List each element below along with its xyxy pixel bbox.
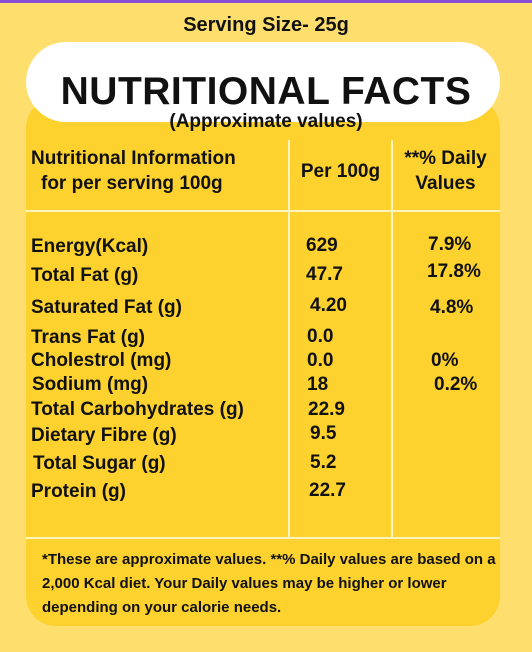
nutrient-dv: 17.8%	[427, 261, 481, 282]
top-accent-strip	[0, 0, 532, 3]
subtitle: (Approximate values)	[169, 111, 363, 132]
header-daily-values: **% Daily Values	[393, 146, 498, 196]
nutrient-name: Saturated Fat (g)	[31, 297, 182, 318]
nutrient-per100: 18	[307, 374, 329, 395]
nutrient-per100: 0.0	[307, 350, 334, 371]
nutrient-name: Dietary Fibre (g)	[31, 425, 177, 446]
header-info-line2: for per serving 100g	[41, 173, 223, 194]
nutrient-per100: 629	[306, 235, 338, 256]
nutrient-per100: 5.2	[310, 452, 337, 473]
nutrient-per100: 47.7	[306, 264, 343, 285]
nutrient-name: Total Fat (g)	[31, 265, 139, 286]
page-title: NUTRITIONAL FACTS	[60, 70, 472, 113]
nutrient-dv: 7.9%	[428, 234, 472, 255]
nutrient-name: Total Carbohydrates (g)	[31, 399, 244, 420]
header-dv-line2: Values	[415, 173, 476, 194]
nutrient-name: Cholestrol (mg)	[31, 350, 172, 371]
nutrient-dv: 0.2%	[434, 374, 478, 395]
footer-divider	[26, 537, 500, 539]
serving-size: Serving Size- 25g	[183, 14, 349, 36]
nutrient-dv: 4.8%	[430, 297, 474, 318]
header-per-100g: Per 100g	[300, 161, 381, 182]
footnote: *These are approximate values. **% Daily…	[42, 551, 496, 616]
nutrient-per100: 9.5	[310, 423, 337, 444]
nutrient-per100: 22.7	[309, 480, 346, 501]
nutrient-name: Total Sugar (g)	[33, 453, 166, 474]
nutrient-dv: 0%	[431, 350, 459, 371]
nutrient-per100: 22.9	[308, 399, 345, 420]
nutrient-name: Sodium (mg)	[32, 374, 149, 395]
nutrient-per100: 4.20	[310, 295, 347, 316]
nutrient-name: Trans Fat (g)	[31, 327, 146, 348]
nutrient-name: Energy(Kcal)	[31, 236, 149, 257]
column-divider-2	[391, 140, 393, 538]
header-nutritional-info: Nutritional Information for per serving …	[31, 146, 236, 196]
header-dv-line1: **% Daily	[404, 148, 487, 169]
title-pill	[26, 42, 500, 122]
header-info-line1: Nutritional Information	[31, 148, 236, 169]
nutrient-per100: 0.0	[307, 326, 334, 347]
nutrient-name: Protein (g)	[31, 481, 126, 502]
header-divider	[26, 210, 500, 212]
column-divider-1	[288, 140, 290, 538]
